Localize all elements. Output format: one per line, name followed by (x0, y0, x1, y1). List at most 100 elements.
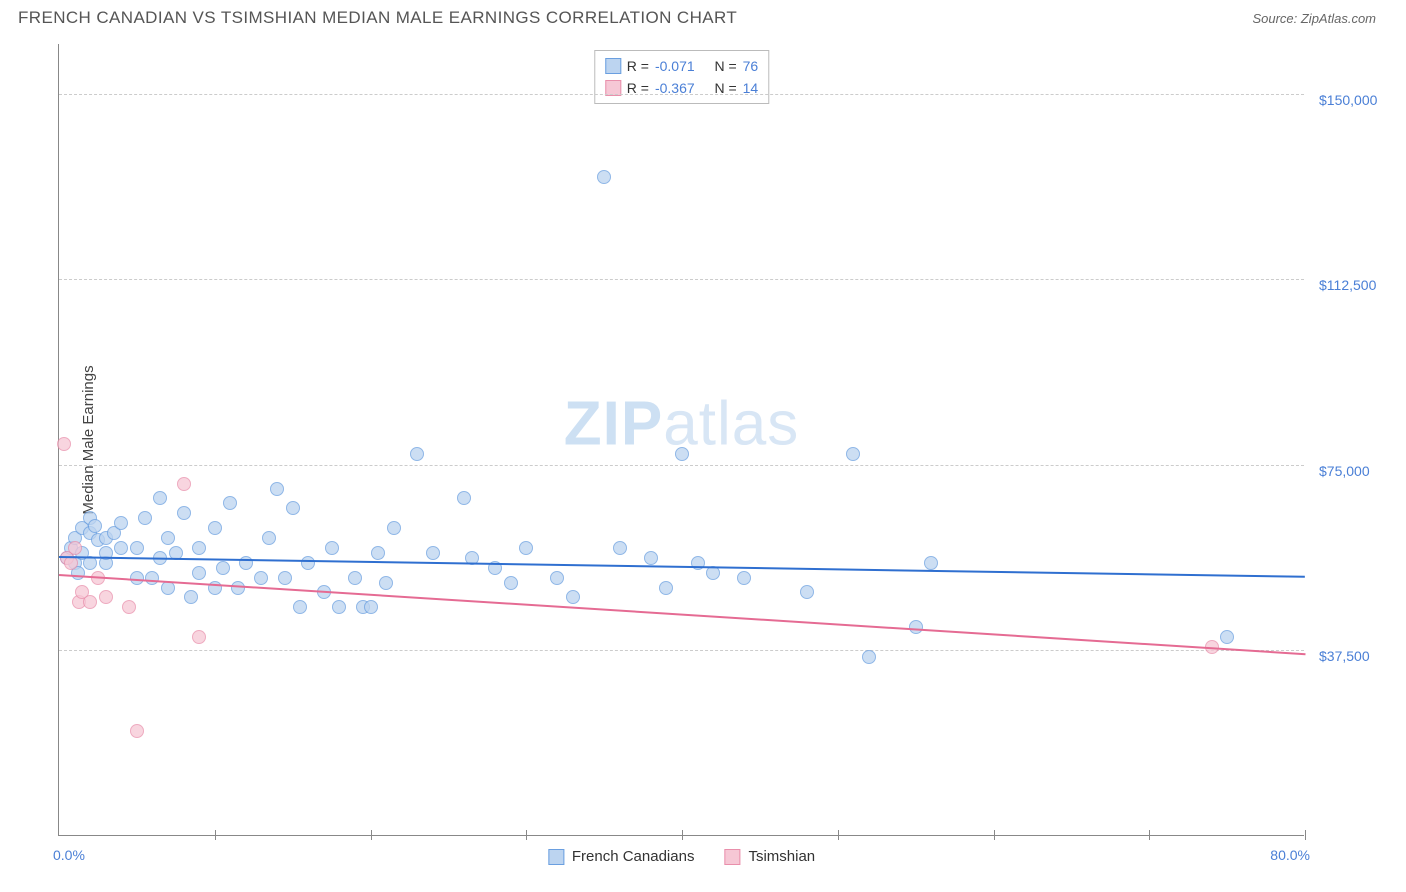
data-point-fc (364, 600, 378, 614)
data-point-fc (192, 541, 206, 555)
data-point-ts (130, 724, 144, 738)
data-point-fc (597, 170, 611, 184)
data-point-fc (504, 576, 518, 590)
data-point-fc (184, 590, 198, 604)
legend-item: French Canadians (548, 848, 695, 865)
chart-title: FRENCH CANADIAN VS TSIMSHIAN MEDIAN MALE… (18, 8, 737, 28)
data-point-ts (192, 630, 206, 644)
y-tick-label: $112,500 (1319, 277, 1376, 293)
data-point-fc (862, 650, 876, 664)
data-point-fc (130, 571, 144, 585)
x-tick-mark (1149, 830, 1150, 840)
correlation-legend: R = -0.071 N = 76R = -0.367 N = 14 (594, 50, 769, 104)
legend-swatch (605, 58, 621, 74)
data-point-fc (293, 600, 307, 614)
data-point-fc (254, 571, 268, 585)
data-point-fc (924, 556, 938, 570)
legend-item: Tsimshian (724, 848, 815, 865)
data-point-ts (177, 477, 191, 491)
legend-n-val: 14 (743, 77, 759, 99)
legend-n-eq: N = (714, 55, 736, 77)
legend-swatch (548, 849, 564, 865)
gridline (59, 465, 1304, 466)
data-point-fc (145, 571, 159, 585)
x-tick-label: 0.0% (53, 847, 85, 863)
data-point-fc (301, 556, 315, 570)
data-point-fc (457, 491, 471, 505)
source-label: Source: ZipAtlas.com (1252, 11, 1376, 26)
x-tick-mark (682, 830, 683, 840)
data-point-fc (566, 590, 580, 604)
data-point-fc (410, 447, 424, 461)
data-point-fc (138, 511, 152, 525)
plot-region: ZIPatlas R = -0.071 N = 76R = -0.367 N =… (58, 44, 1304, 836)
y-tick-label: $37,500 (1319, 648, 1370, 664)
data-point-fc (216, 561, 230, 575)
data-point-fc (550, 571, 564, 585)
data-point-fc (239, 556, 253, 570)
data-point-fc (114, 541, 128, 555)
gridline (59, 94, 1304, 95)
y-tick-label: $75,000 (1319, 463, 1370, 479)
data-point-fc (114, 516, 128, 530)
legend-r-eq: R = (627, 55, 649, 77)
data-point-fc (332, 600, 346, 614)
data-point-fc (371, 546, 385, 560)
data-point-fc (379, 576, 393, 590)
data-point-fc (800, 585, 814, 599)
data-point-ts (122, 600, 136, 614)
legend-r-eq: R = (627, 77, 649, 99)
legend-swatch (724, 849, 740, 865)
gridline (59, 650, 1304, 651)
data-point-fc (846, 447, 860, 461)
data-point-fc (262, 531, 276, 545)
data-point-fc (153, 491, 167, 505)
x-tick-mark (371, 830, 372, 840)
series-legend: French Canadians Tsimshian (548, 848, 815, 865)
chart-area: Median Male Earnings ZIPatlas R = -0.071… (46, 44, 1374, 836)
data-point-fc (192, 566, 206, 580)
legend-label: Tsimshian (748, 848, 815, 865)
data-point-fc (613, 541, 627, 555)
x-tick-mark (838, 830, 839, 840)
data-point-ts (99, 590, 113, 604)
data-point-fc (223, 496, 237, 510)
x-tick-mark (526, 830, 527, 840)
data-point-fc (348, 571, 362, 585)
data-point-ts (57, 437, 71, 451)
data-point-fc (130, 541, 144, 555)
legend-r-val: -0.367 (655, 77, 695, 99)
data-point-fc (644, 551, 658, 565)
x-tick-mark (1305, 830, 1306, 840)
data-point-fc (909, 620, 923, 634)
data-point-fc (737, 571, 751, 585)
legend-n-val: 76 (743, 55, 759, 77)
data-point-fc (387, 521, 401, 535)
data-point-fc (88, 519, 102, 533)
data-point-fc (278, 571, 292, 585)
gridline (59, 279, 1304, 280)
data-point-fc (286, 501, 300, 515)
x-tick-mark (215, 830, 216, 840)
x-tick-mark (994, 830, 995, 840)
data-point-fc (1220, 630, 1234, 644)
x-tick-label: 80.0% (1270, 847, 1310, 863)
trend-line-ts (59, 574, 1305, 655)
data-point-fc (270, 482, 284, 496)
legend-row: R = -0.367 N = 14 (605, 77, 758, 99)
y-tick-label: $150,000 (1319, 92, 1377, 108)
data-point-fc (161, 531, 175, 545)
watermark-bold: ZIP (564, 389, 663, 458)
data-point-ts (83, 595, 97, 609)
data-point-fc (675, 447, 689, 461)
data-point-fc (208, 521, 222, 535)
legend-label: French Canadians (572, 848, 695, 865)
data-point-fc (659, 581, 673, 595)
data-point-fc (426, 546, 440, 560)
data-point-fc (177, 506, 191, 520)
data-point-fc (519, 541, 533, 555)
legend-row: R = -0.071 N = 76 (605, 55, 758, 77)
data-point-ts (68, 541, 82, 555)
legend-n-eq: N = (714, 77, 736, 99)
data-point-fc (325, 541, 339, 555)
